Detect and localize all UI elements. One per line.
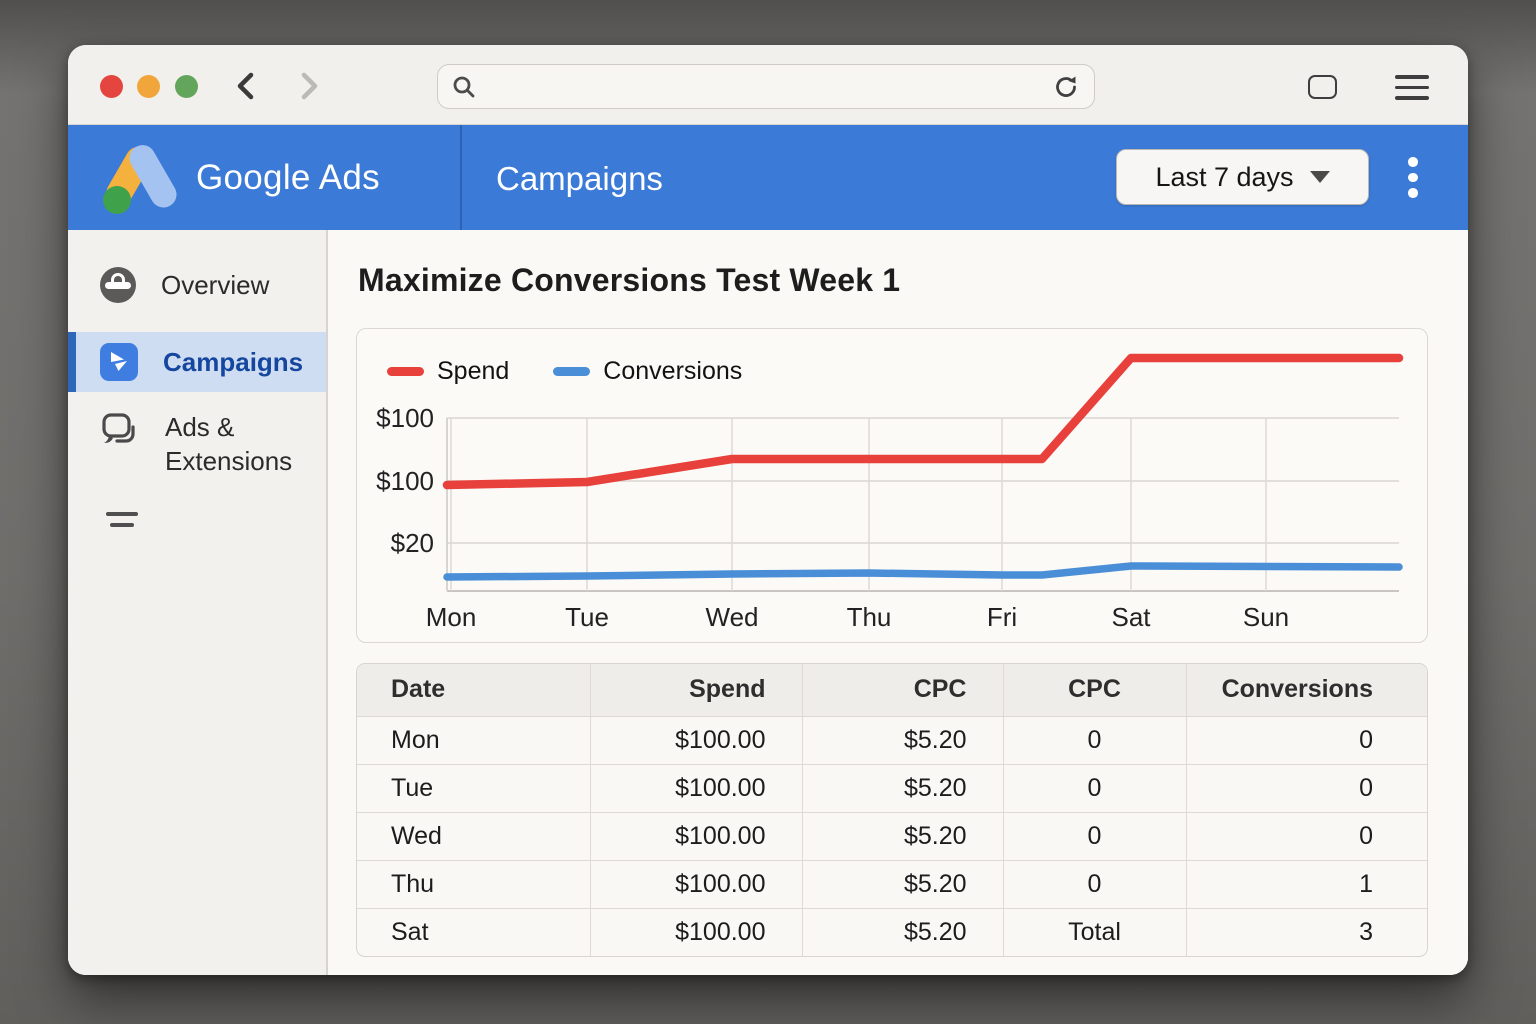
page-title: Maximize Conversions Test Week 1 xyxy=(358,262,901,298)
table-cell: 0 xyxy=(1002,859,1186,908)
line-chart: $100 $100 $20 Mon Tue Wed Thu Fri Sat Sun xyxy=(376,353,1404,632)
x-tick-label: Fri xyxy=(987,602,1017,632)
table-row: Wed $100.00 $5.20 0 0 xyxy=(357,811,1427,860)
conversions-line-swatch xyxy=(553,367,591,376)
browser-window: Google Ads Campaigns Last 7 days Overvie… xyxy=(68,45,1468,975)
table-cell: Sat xyxy=(357,907,590,956)
table-cell: 0 xyxy=(1002,811,1186,860)
table-cell: $5.20 xyxy=(801,763,1003,812)
table-cell: 0 xyxy=(1185,811,1427,860)
ads-extensions-icon xyxy=(102,413,135,443)
campaigns-icon xyxy=(100,343,138,381)
y-tick-label: $100 xyxy=(376,403,434,433)
tab-switcher-icon[interactable] xyxy=(1308,75,1337,99)
sidebar-item-label: Ads & Extensions xyxy=(165,412,293,476)
main-content: Maximize Conversions Test Week 1 Spend C… xyxy=(328,230,1468,975)
x-tick-label: Mon xyxy=(426,602,477,632)
table-cell: 3 xyxy=(1185,907,1427,956)
appbar-section-title: Campaigns xyxy=(496,160,663,197)
table-cell: $100.00 xyxy=(589,716,802,764)
google-ads-logo xyxy=(103,145,177,214)
table-row: Tue $100.00 $5.20 0 0 xyxy=(357,763,1427,812)
legend-item-spend: Spend xyxy=(387,357,509,386)
table-cell: 0 xyxy=(1002,716,1186,764)
table-cell: Tue xyxy=(357,763,590,812)
x-tick-label: Thu xyxy=(847,602,892,632)
spend-line xyxy=(442,353,1404,490)
sidebar-item-ads-extensions[interactable]: Ads & Extensions xyxy=(68,402,326,508)
x-tick-label: Wed xyxy=(706,602,759,632)
date-range-selector[interactable]: Last 7 days xyxy=(1116,149,1369,205)
table-cell: 0 xyxy=(1185,763,1427,812)
sidebar-item-overview[interactable]: Overview xyxy=(68,254,326,316)
window-minimize-button[interactable] xyxy=(137,75,160,98)
x-tick-label: Sat xyxy=(1111,602,1151,632)
y-tick-label: $20 xyxy=(391,528,434,558)
window-zoom-button[interactable] xyxy=(175,75,198,98)
refresh-icon[interactable] xyxy=(1052,73,1080,101)
browser-toolbar xyxy=(68,45,1468,125)
column-header-cpc: CPC xyxy=(1002,664,1186,717)
sidebar-item-campaigns[interactable]: Campaigns xyxy=(68,332,326,392)
column-header-conversions: Conversions xyxy=(1185,664,1427,717)
chart-legend: Spend Conversions xyxy=(387,357,742,386)
table-cell: $5.20 xyxy=(801,811,1003,860)
column-header-cpc: CPC xyxy=(801,664,1003,717)
overview-icon xyxy=(100,267,136,303)
appbar-divider xyxy=(460,125,462,230)
column-header-spend: Spend xyxy=(589,664,802,717)
table-row: Mon $100.00 $5.20 0 0 xyxy=(357,716,1427,764)
table-cell: 0 xyxy=(1002,763,1186,812)
table-cell: 1 xyxy=(1185,859,1427,908)
table-cell: $5.20 xyxy=(801,907,1003,956)
brand-title: Google Ads xyxy=(196,158,380,197)
table-cell: $100.00 xyxy=(589,859,802,908)
legend-item-conversions: Conversions xyxy=(553,357,742,386)
table-cell: $5.20 xyxy=(801,716,1003,764)
table-cell: Total xyxy=(1002,907,1186,956)
x-tick-label: Tue xyxy=(565,602,609,632)
table-cell: Wed xyxy=(357,811,590,860)
table-cell: Thu xyxy=(357,859,590,908)
table-row: Thu $100.00 $5.20 0 1 xyxy=(357,859,1427,908)
chevron-down-icon xyxy=(1309,171,1330,183)
performance-chart-card: Spend Conversions $100 $100 $20 Mon Tue Wed Th… xyxy=(356,328,1428,643)
date-range-label: Last 7 days xyxy=(1155,161,1294,192)
conversions-line xyxy=(443,562,1403,581)
table-row: Sat $100.00 $5.20 Total 3 xyxy=(357,907,1427,956)
app-body: Overview Campaigns Ads & Extensions xyxy=(68,230,1468,975)
window-close-button[interactable] xyxy=(100,75,123,98)
sidebar-item-label: Overview xyxy=(161,269,270,300)
search-input[interactable] xyxy=(486,73,1042,100)
column-header-date: Date xyxy=(357,664,590,717)
spend-line-swatch xyxy=(387,367,424,376)
table-cell: 0 xyxy=(1185,716,1427,764)
collapse-menu-icon[interactable] xyxy=(106,512,138,534)
sidebar: Overview Campaigns Ads & Extensions xyxy=(68,230,328,975)
x-tick-label: Sun xyxy=(1243,602,1289,632)
search-icon xyxy=(453,76,475,97)
forward-button[interactable] xyxy=(297,71,321,101)
google-ads-appbar: Google Ads Campaigns Last 7 days xyxy=(68,125,1468,230)
table-cell: Mon xyxy=(391,725,440,754)
metrics-table-card: Date Spend CPC CPC Conversions Mon $100.00 $5.… xyxy=(356,663,1428,957)
more-options-button[interactable] xyxy=(1408,157,1418,198)
menu-icon[interactable] xyxy=(1395,75,1429,107)
table-cell: $100.00 xyxy=(589,763,802,812)
sidebar-item-label: Campaigns xyxy=(163,346,304,377)
back-button[interactable] xyxy=(235,71,259,101)
table-cell: $5.20 xyxy=(801,859,1003,908)
y-tick-label: $100 xyxy=(376,466,434,496)
table-cell: $100.00 xyxy=(589,811,802,860)
address-bar[interactable] xyxy=(437,64,1095,109)
table-cell: $100.00 xyxy=(589,907,802,956)
metrics-table: Date Spend CPC CPC Conversions Mon $100.00 $5.… xyxy=(357,664,1427,956)
